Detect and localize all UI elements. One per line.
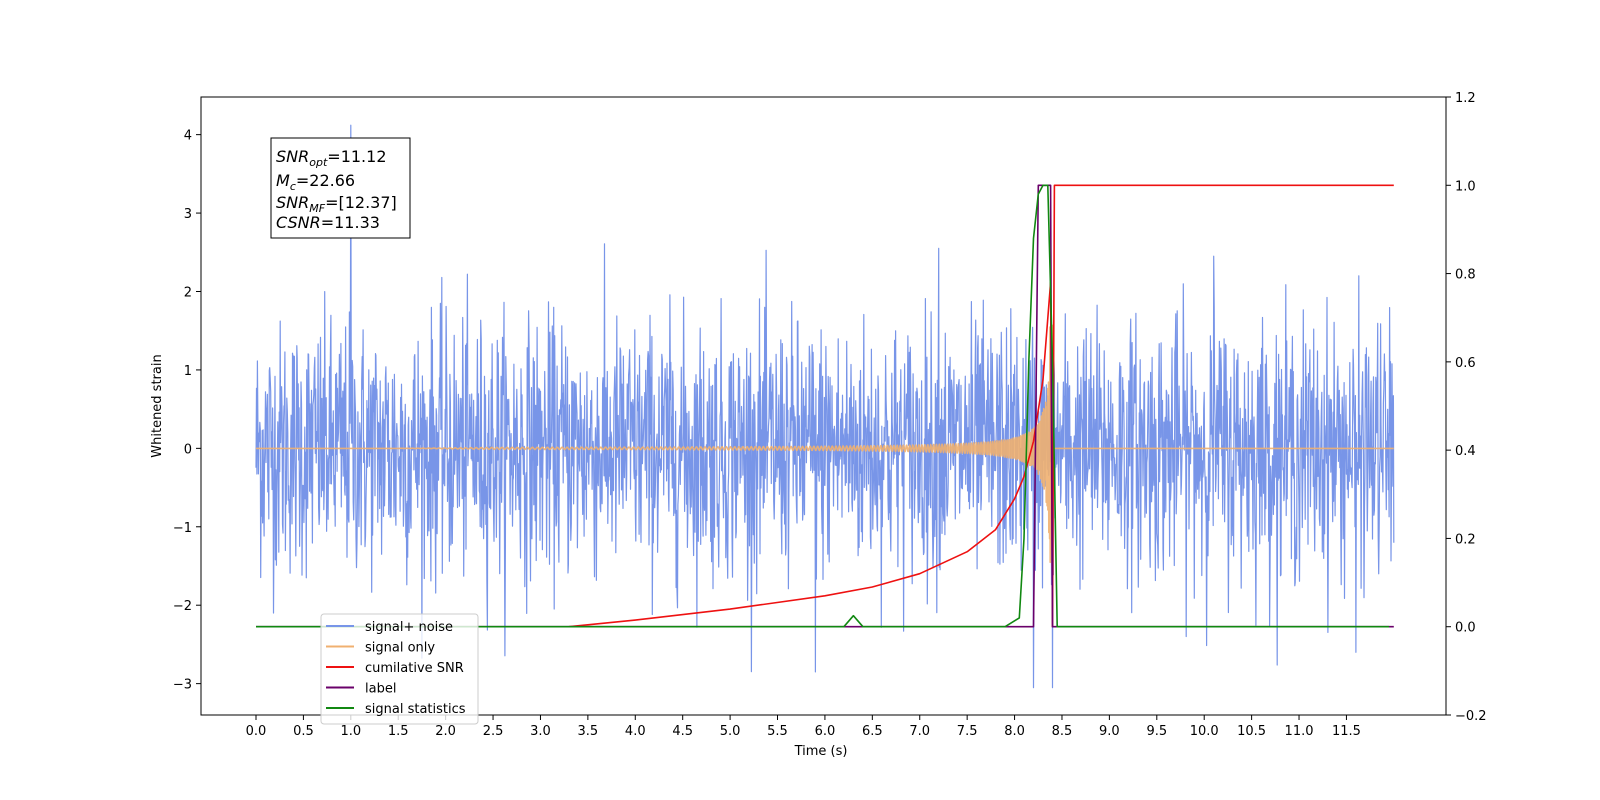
- x-tick-label: 6.5: [862, 724, 883, 739]
- x-tick-label: 8.0: [1004, 724, 1025, 739]
- x-tick-label: 2.0: [435, 724, 456, 739]
- x-axis-ticks: 0.0 0.5 1.0 1.5 2.0 2.5 3.0 3.5 4.0 4.5 5.0 5.5 6.0 6…: [246, 715, 1361, 739]
- x-tick-label: 9.0: [1099, 724, 1120, 739]
- x-tick-label: 6.0: [815, 724, 836, 739]
- y2-tick-label: 0.2: [1455, 532, 1476, 547]
- y2-tick-label: 0.0: [1455, 621, 1476, 636]
- y2-tick-label: 0.6: [1455, 356, 1476, 371]
- y-tick-label: −1: [173, 521, 192, 536]
- x-tick-label: 10.0: [1190, 724, 1219, 739]
- x-tick-label: 11.5: [1332, 724, 1361, 739]
- legend: signal+ noise signal only cumilative SNR la…: [320, 613, 479, 725]
- y2-tick-label: 1.2: [1455, 91, 1476, 106]
- series-line-signal-statistics: [256, 184, 1390, 628]
- annotation-frame: [270, 137, 411, 239]
- y-axis-ticks: −3 −2 −1 0 1 2 3 4: [173, 129, 201, 693]
- y2-axis-ticks: −0.2 0.0 0.2 0.4 0.6 0.8 1.0 1.2: [1446, 91, 1487, 724]
- x-tick-label: 7.5: [957, 724, 978, 739]
- series-layer: [255, 124, 1395, 689]
- y-tick-label: 2: [184, 285, 192, 300]
- legend-label-signal-noise: signal+ noise: [365, 620, 453, 635]
- y-axis-label: Whitened strain: [150, 354, 165, 457]
- legend-label-cumilative-snr: cumilative SNR: [365, 661, 464, 676]
- annotation-mc: Mc=22.66: [276, 171, 355, 193]
- x-tick-label: 5.0: [720, 724, 741, 739]
- legend-label-signal-statistics: signal statistics: [365, 702, 466, 717]
- y-tick-label: −3: [173, 678, 192, 693]
- x-axis-label: Time (s): [794, 744, 848, 759]
- y2-tick-label: 0.4: [1455, 444, 1476, 459]
- y2-tick-label: −0.2: [1455, 709, 1487, 724]
- x-tick-label: 11.0: [1285, 724, 1314, 739]
- x-tick-label: 0.0: [246, 724, 267, 739]
- series-line-signal-only: [255, 324, 1395, 564]
- series-line-signal-noise: [255, 124, 1395, 689]
- x-tick-label: 0.5: [293, 724, 314, 739]
- x-tick-label: 2.5: [483, 724, 504, 739]
- x-tick-label: 7.0: [909, 724, 930, 739]
- x-tick-label: 10.5: [1237, 724, 1266, 739]
- legend-frame: [320, 613, 479, 725]
- x-tick-label: 4.0: [625, 724, 646, 739]
- annotation-snr-opt: SNRopt=11.12: [276, 147, 387, 169]
- x-tick-label: 3.0: [530, 724, 551, 739]
- annotation-snr-mf: SNRMF=[12.37]: [276, 193, 397, 215]
- x-tick-label: 1.5: [388, 724, 409, 739]
- y-tick-label: 0: [184, 442, 192, 457]
- x-tick-label: 8.5: [1052, 724, 1073, 739]
- x-tick-label: 4.5: [672, 724, 693, 739]
- y2-tick-label: 0.8: [1455, 268, 1476, 283]
- plot-frame: [200, 96, 1447, 716]
- x-tick-label: 5.5: [767, 724, 788, 739]
- annotation-csnr: CSNR=11.33: [276, 213, 380, 232]
- y-tick-label: 4: [184, 129, 192, 144]
- y-tick-label: −2: [173, 599, 192, 614]
- y2-tick-label: 1.0: [1455, 179, 1476, 194]
- annotation-box: SNRopt=11.12 Mc=22.66 SNRMF=[12.37] CSNR…: [270, 137, 411, 239]
- y-tick-label: 1: [184, 364, 192, 379]
- x-tick-label: 9.5: [1146, 724, 1167, 739]
- y-tick-label: 3: [184, 207, 192, 222]
- legend-label-signal-only: signal only: [365, 641, 435, 656]
- legend-label-label: label: [365, 682, 396, 697]
- x-tick-label: 3.5: [578, 724, 599, 739]
- x-tick-label: 1.0: [340, 724, 361, 739]
